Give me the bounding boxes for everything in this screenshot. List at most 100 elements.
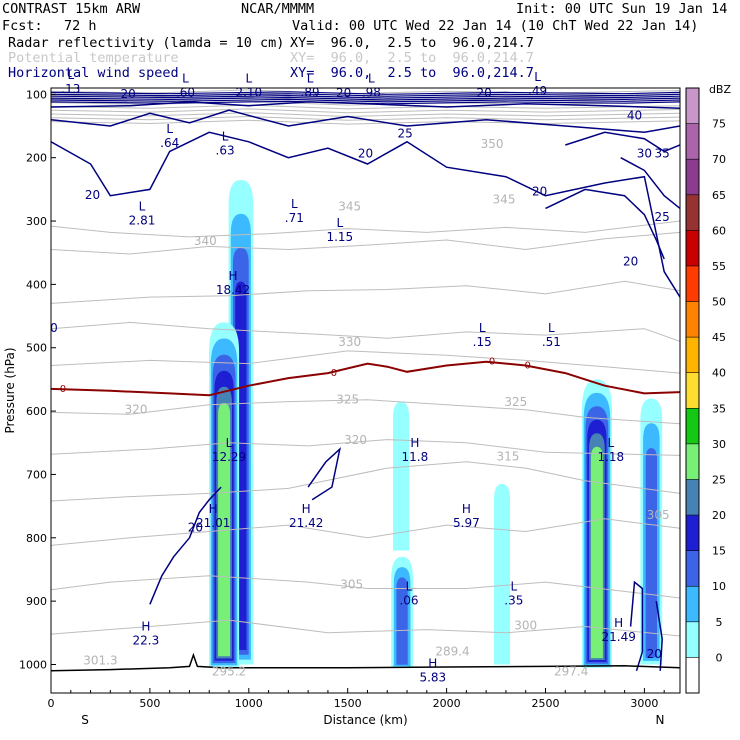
extremum-value: .06	[399, 593, 418, 607]
colorbar-label: 40	[712, 367, 726, 380]
theta-label: 297.4	[554, 664, 588, 678]
x-tick-label: 3000	[630, 697, 658, 710]
zero-isotherm-label: 0	[489, 357, 495, 368]
colorbar: 0 5 10 15 20 25 30 35 40 45 50 55 60 65 70 75 dBZ	[685, 83, 731, 694]
y-tick-label: 500	[26, 342, 47, 355]
extremum-value: 22.3	[133, 633, 160, 647]
extremum-value: .63	[216, 144, 235, 158]
colorbar-label: 65	[712, 189, 726, 202]
colorbar-label: 55	[712, 260, 726, 273]
wind-contour-3	[565, 131, 680, 153]
wind-label: 25	[397, 126, 412, 140]
colorbar-swatch	[686, 230, 699, 266]
extremum-letter: L	[226, 436, 233, 450]
colorbar-label: 10	[712, 580, 726, 593]
extremum-letter: L	[307, 71, 314, 85]
extremum-value: 2.81	[129, 213, 156, 227]
extremum-letter: L	[291, 197, 298, 211]
extremum-value: 21.42	[289, 516, 323, 530]
field-theta-xy: XY= 96.0, 2.5 to 96.0,214.7	[290, 50, 534, 66]
reflectivity-cell-1-level-6	[218, 403, 231, 657]
extremum-letter: L	[182, 71, 189, 85]
zero-isotherm	[51, 360, 680, 397]
wind-contour-4	[620, 157, 680, 209]
field-wind-name: Horizontal wind speed	[8, 65, 179, 81]
valid-time: Valid: 00 UTC Wed 22 Jan 14 (10 ChT Wed …	[292, 18, 699, 34]
extremum-value: .71	[285, 211, 304, 225]
extremum-letter: L	[510, 579, 517, 593]
zero-isotherm-label: 0	[525, 361, 531, 372]
wind-label: 20	[532, 185, 547, 199]
extremum-letter: L	[534, 70, 541, 84]
field-reflectivity-xy: XY= 96.0, 2.5 to 96.0,214.7	[290, 35, 534, 51]
colorbar-swatch	[686, 408, 699, 444]
wind-contour-8	[629, 580, 644, 672]
theta-label: 350	[481, 137, 504, 151]
extremum-value: .64	[160, 136, 179, 150]
colorbar-label: 35	[712, 402, 726, 415]
reflectivity-cell-6-level-3	[645, 448, 657, 658]
y-tick-label: 600	[26, 405, 47, 418]
forecast-hours: 72 h	[64, 18, 97, 34]
extremum-value: 21.01	[196, 516, 230, 530]
y-tick-label: 100	[26, 88, 47, 101]
extremum-letter: L	[406, 579, 413, 593]
x-tick-label: 0	[48, 697, 55, 710]
extremum-value: 12.29	[212, 450, 246, 464]
wind-contour-jet-4	[51, 98, 680, 103]
wind-contour-0	[51, 109, 680, 134]
theta-contour-8	[51, 518, 680, 546]
wind-contour-jet-5	[51, 100, 680, 105]
extremum-value: .35	[504, 593, 523, 607]
theta-label: 345	[493, 192, 516, 206]
x-tick-label: 2500	[531, 697, 559, 710]
wind-label: 20	[623, 254, 638, 268]
colorbar-label: 50	[712, 296, 726, 309]
reflectivity-cell-4-level-1	[493, 483, 511, 665]
extremum-value: 11.8	[402, 450, 429, 464]
extremum-letter: H	[428, 657, 437, 671]
theta-contour-5	[51, 399, 680, 425]
extremum-value: .60	[176, 85, 195, 99]
colorbar-label: 5	[716, 616, 723, 629]
colorbar-swatch	[686, 301, 699, 338]
extremum-value: .49	[528, 84, 547, 98]
theta-label: 340	[194, 234, 217, 248]
extremum-value: .89	[301, 85, 320, 99]
theta-label: 295.2	[212, 664, 246, 678]
extremum-value: .15	[473, 335, 492, 349]
model-title: CONTRAST 15km ARW	[2, 1, 141, 17]
terrain-profile	[51, 652, 680, 672]
wind-label: 20	[188, 521, 203, 535]
colorbar-swatch	[686, 88, 699, 124]
wind-contour-jet-3	[51, 96, 680, 101]
theta-contour-2	[51, 280, 680, 304]
theta-contour-1	[51, 231, 680, 255]
theta-label: 320	[344, 433, 367, 447]
wind-contour-5	[545, 188, 665, 260]
colorbar-frame	[685, 87, 700, 694]
theta-contour-upper-5	[51, 108, 680, 114]
x-tick-label: 500	[139, 697, 160, 710]
colorbar-swatch	[686, 265, 699, 302]
wind-contour-jet-0	[51, 91, 680, 95]
colorbar-swatch	[686, 159, 699, 195]
theta-label: 300	[514, 619, 537, 633]
colorbar-label: 60	[712, 224, 726, 237]
extremum-letter: L	[166, 122, 173, 136]
field-theta-name: Potential temperature	[8, 50, 179, 66]
wind-label: 30	[637, 147, 652, 161]
extremum-letter: H	[410, 436, 419, 450]
y-tick-label: 200	[26, 152, 47, 165]
colorbar-label: 20	[712, 509, 726, 522]
x-tick-label: 1000	[235, 697, 263, 710]
x-axis-title: Distance (km)	[323, 713, 407, 727]
x-tick-label: 1500	[334, 697, 362, 710]
wind-contour-7	[149, 486, 222, 605]
colorbar-label: 25	[712, 473, 726, 486]
wind-contour-jet-1	[51, 93, 680, 97]
colorbar-swatch	[686, 337, 699, 373]
wind-contours	[51, 91, 680, 672]
extremum-letter: L	[67, 68, 74, 82]
